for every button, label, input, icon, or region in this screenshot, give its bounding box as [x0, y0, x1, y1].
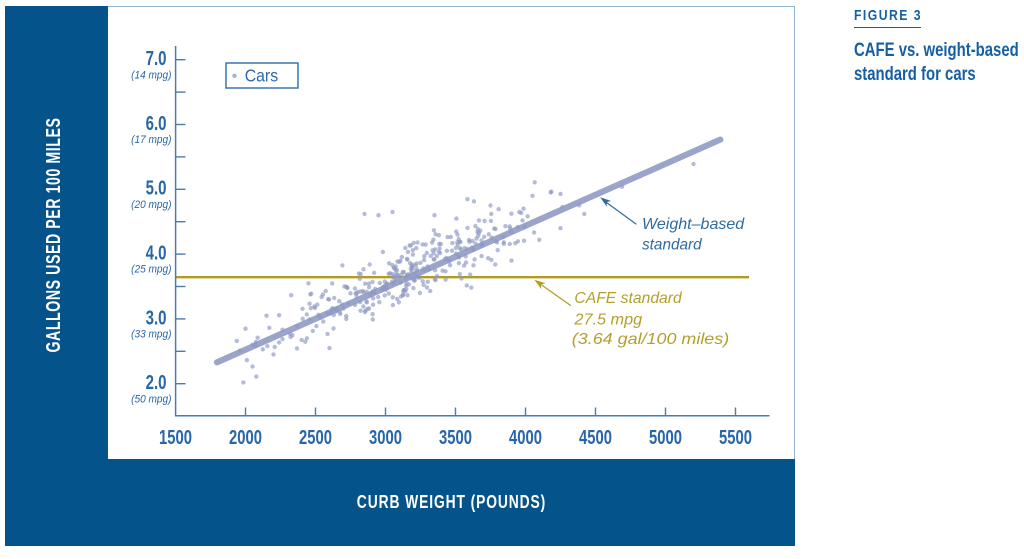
- svg-text:CAFE standard: CAFE standard: [574, 290, 683, 307]
- svg-text:27.5 mpg: 27.5 mpg: [573, 312, 642, 329]
- svg-text:(25 mpg): (25 mpg): [131, 263, 171, 275]
- svg-text:Cars: Cars: [245, 66, 278, 86]
- svg-text:3000: 3000: [369, 426, 402, 449]
- svg-text:(17 mpg): (17 mpg): [131, 134, 171, 146]
- svg-text:standard: standard: [642, 236, 702, 253]
- svg-text:(20 mpg): (20 mpg): [131, 199, 171, 211]
- svg-text:7.0: 7.0: [146, 47, 167, 70]
- svg-text:3500: 3500: [439, 426, 472, 449]
- svg-text:1500: 1500: [159, 426, 192, 449]
- svg-text:2000: 2000: [229, 426, 262, 449]
- svg-text:6.0: 6.0: [146, 112, 167, 135]
- svg-text:5000: 5000: [649, 426, 682, 449]
- svg-text:(50 mpg): (50 mpg): [131, 393, 171, 405]
- svg-text:5.0: 5.0: [146, 177, 167, 200]
- svg-text:5500: 5500: [719, 426, 752, 449]
- svg-text:4000: 4000: [509, 426, 542, 449]
- svg-text:4500: 4500: [579, 426, 612, 449]
- svg-text:2500: 2500: [299, 426, 332, 449]
- svg-text:(14 mpg): (14 mpg): [131, 69, 171, 81]
- svg-text:Weight–based: Weight–based: [642, 216, 745, 233]
- svg-text:(33 mpg): (33 mpg): [131, 328, 171, 340]
- svg-text:2.0: 2.0: [146, 371, 167, 394]
- svg-text:4.0: 4.0: [146, 241, 167, 264]
- svg-text:3.0: 3.0: [146, 306, 167, 329]
- svg-text:(3.64 gal/100 miles): (3.64 gal/100 miles): [572, 330, 729, 348]
